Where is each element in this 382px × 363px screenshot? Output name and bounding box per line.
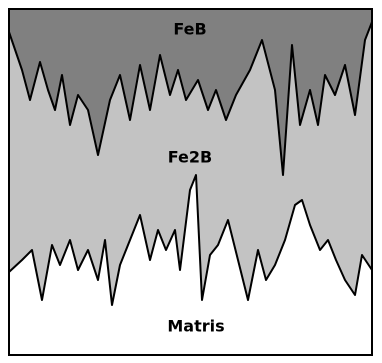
boride-layer-diagram: FeB Fe2B Matris [0,0,382,363]
page: FeB Fe2B Matris (() => { const data = JS… [0,0,382,363]
feb-label: FeB [173,20,206,39]
matrix-label: Matris [167,317,224,336]
fe2b-label: Fe2B [168,148,212,167]
